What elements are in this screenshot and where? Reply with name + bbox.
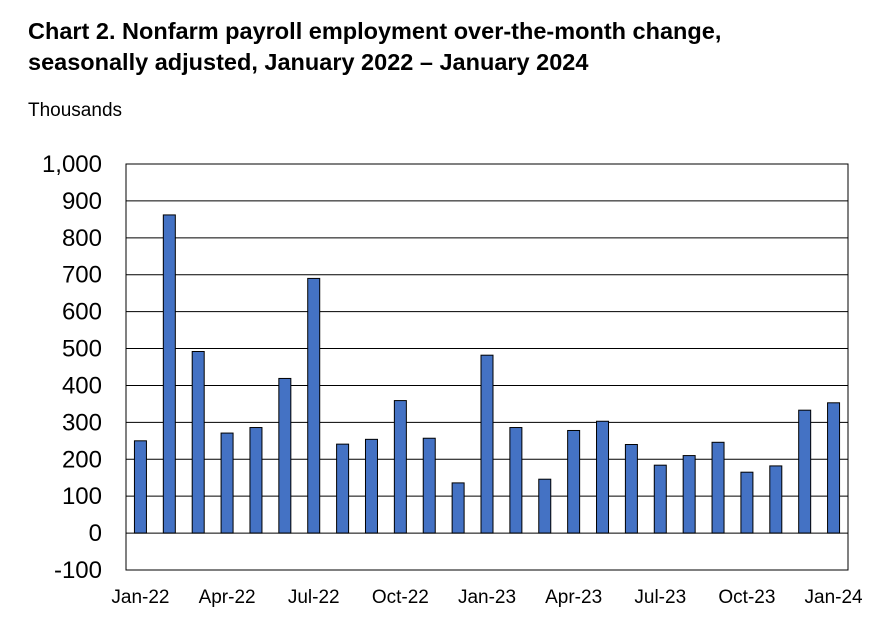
y-tick-label: 300 [62, 409, 102, 436]
bar [653, 464, 667, 534]
chart-title-line-1: Chart 2. Nonfarm payroll employment over… [28, 18, 722, 44]
x-axis-tick-labels: Jan-22 Apr-22 Jul-22 Oct-22 Jan-23 Apr-23 Jul-… [111, 587, 863, 608]
x-tick-label: Jan-23 [458, 587, 516, 608]
bar [133, 440, 147, 534]
x-tick-label: Apr-23 [545, 587, 602, 608]
y-tick-label: 100 [62, 483, 102, 510]
bar [624, 444, 638, 534]
y-tick-label: 800 [62, 225, 102, 252]
bar [278, 377, 292, 534]
bar [422, 437, 436, 534]
y-axis-unit-label: Thousands [28, 100, 123, 121]
bar [509, 427, 523, 534]
y-tick-label: 700 [62, 262, 102, 289]
y-tick-label: -100 [54, 557, 102, 584]
bar [191, 350, 205, 534]
bar [798, 409, 812, 534]
bar [336, 443, 350, 534]
chart-title: Chart 2. Nonfarm payroll employment over… [28, 16, 878, 78]
bar [596, 420, 610, 534]
bar [769, 465, 783, 534]
bar [538, 478, 552, 534]
bar [307, 277, 321, 534]
bar [451, 482, 465, 534]
x-tick-label: Oct-22 [372, 587, 429, 608]
x-tick-label: Jul-22 [288, 587, 340, 608]
y-tick-label: 600 [62, 299, 102, 326]
bar [393, 400, 407, 534]
bar [480, 354, 494, 534]
y-tick-label: 900 [62, 188, 102, 215]
x-tick-label: Apr-22 [199, 587, 256, 608]
bar [827, 402, 841, 534]
chart-title-line-2: seasonally adjusted, January 2022 – Janu… [28, 49, 589, 75]
y-tick-label: 500 [62, 336, 102, 363]
bar [711, 441, 725, 534]
bar [364, 438, 378, 534]
plot-area-frame [125, 163, 849, 571]
y-tick-label: 200 [62, 446, 102, 473]
x-tick-label: Jul-23 [634, 587, 686, 608]
bars [133, 214, 841, 534]
y-axis-tick-labels: -100 0 100 200 300 400 500 600 700 800 900 1,000 [42, 151, 102, 584]
bar [740, 471, 754, 534]
y-tick-label: 400 [62, 372, 102, 399]
x-tick-label: Oct-23 [718, 587, 775, 608]
bar [220, 432, 234, 534]
y-tick-label: 0 [89, 520, 102, 547]
bar [162, 214, 176, 534]
x-tick-label: Jan-22 [111, 587, 169, 608]
x-tick-label: Jan-24 [805, 587, 864, 608]
y-tick-label: 1,000 [42, 151, 102, 178]
bar [567, 429, 581, 534]
bar [682, 455, 696, 534]
bar [249, 427, 263, 534]
